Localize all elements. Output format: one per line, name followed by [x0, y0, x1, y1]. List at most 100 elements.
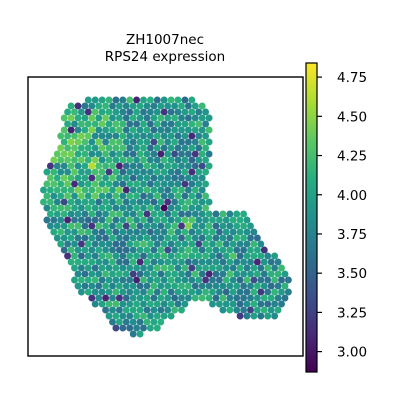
expression-spot	[188, 180, 196, 188]
expression-spot	[67, 114, 75, 122]
expression-spot	[46, 174, 54, 182]
expression-spot	[133, 144, 141, 152]
expression-spot	[167, 204, 175, 212]
expression-spot	[122, 174, 130, 182]
expression-spot	[140, 120, 147, 128]
expression-spot	[136, 258, 144, 266]
expression-spot	[222, 216, 230, 224]
expression-spot	[133, 228, 141, 236]
expression-spot	[181, 144, 189, 152]
expression-spot	[88, 210, 96, 218]
expression-spot	[191, 126, 199, 134]
expression-spot	[160, 228, 168, 236]
expression-spot	[109, 222, 116, 230]
expression-spot	[181, 180, 189, 188]
expression-spot	[71, 192, 78, 200]
expression-spot	[150, 306, 158, 314]
expression-spot	[188, 96, 196, 104]
expression-spot	[136, 210, 144, 218]
expression-spot	[74, 186, 82, 194]
expression-spot	[233, 270, 241, 278]
expression-spot	[98, 96, 106, 104]
expression-spot	[50, 180, 58, 188]
expression-spot	[40, 186, 47, 194]
expression-spot	[215, 276, 223, 284]
expression-spot	[122, 306, 130, 314]
expression-spot	[67, 234, 75, 242]
expression-spot	[46, 222, 54, 230]
expression-spot	[281, 270, 289, 278]
expression-spot	[219, 246, 227, 254]
expression-spot	[188, 156, 196, 164]
expression-spot	[146, 252, 154, 260]
expression-spot	[198, 294, 206, 302]
expression-spot	[143, 114, 151, 122]
expression-spot	[153, 276, 161, 284]
expression-spot	[222, 300, 230, 308]
expression-spot	[64, 120, 72, 128]
expression-spot	[205, 210, 213, 218]
expression-spot	[105, 156, 113, 164]
expression-spot	[67, 210, 75, 218]
expression-spot	[67, 198, 75, 206]
expression-spot	[50, 204, 58, 212]
expression-spot	[133, 216, 141, 224]
expression-spot	[267, 282, 275, 290]
expression-spot	[112, 168, 120, 176]
expression-spot	[215, 264, 223, 272]
expression-spot	[95, 222, 103, 230]
expression-spot	[46, 198, 54, 206]
expression-spot	[77, 288, 85, 296]
expression-spot	[133, 264, 141, 272]
expression-spot	[136, 138, 144, 146]
expression-spot	[122, 234, 130, 242]
expression-spot	[202, 252, 210, 260]
expression-spot	[240, 246, 248, 254]
expression-spot	[171, 234, 179, 242]
expression-spot	[171, 162, 179, 170]
expression-spot	[229, 288, 237, 296]
expression-spot	[102, 210, 110, 218]
expression-spot	[146, 288, 154, 296]
expression-spot	[88, 114, 96, 122]
expression-spot	[174, 144, 182, 152]
expression-spot	[112, 108, 120, 116]
expression-spot	[195, 288, 203, 296]
expression-spot	[236, 300, 244, 308]
expression-spot	[91, 108, 99, 116]
expression-spot	[198, 222, 206, 230]
expression-spot	[109, 138, 116, 146]
expression-spot	[112, 120, 120, 128]
expression-spot	[184, 282, 192, 290]
expression-spot	[174, 132, 182, 140]
expression-spot	[181, 132, 189, 140]
expression-spot	[109, 198, 116, 206]
expression-spot	[64, 168, 72, 176]
expression-spot	[160, 108, 168, 116]
expression-spot	[140, 228, 147, 236]
expression-spot	[64, 156, 72, 164]
expression-spot	[74, 138, 82, 146]
expression-spot	[122, 246, 130, 254]
expression-spot	[229, 264, 237, 272]
expression-spot	[140, 168, 147, 176]
expression-spot	[129, 102, 137, 110]
expression-spot	[88, 234, 96, 242]
expression-spot	[129, 222, 137, 230]
expression-spot	[109, 150, 116, 158]
expression-spot	[150, 210, 158, 218]
expression-spot	[129, 186, 137, 194]
expression-spot	[95, 126, 103, 134]
expression-spot	[105, 192, 113, 200]
expression-spot	[146, 180, 154, 188]
expression-spot	[115, 270, 123, 278]
expression-spot	[236, 252, 244, 260]
expression-spot	[112, 96, 120, 104]
expression-spot	[274, 294, 282, 302]
expression-spot	[198, 270, 206, 278]
expression-spot	[240, 306, 248, 314]
expression-spot	[64, 108, 72, 116]
expression-spot	[278, 264, 285, 272]
expression-spot	[164, 222, 172, 230]
expression-spot	[98, 240, 106, 248]
